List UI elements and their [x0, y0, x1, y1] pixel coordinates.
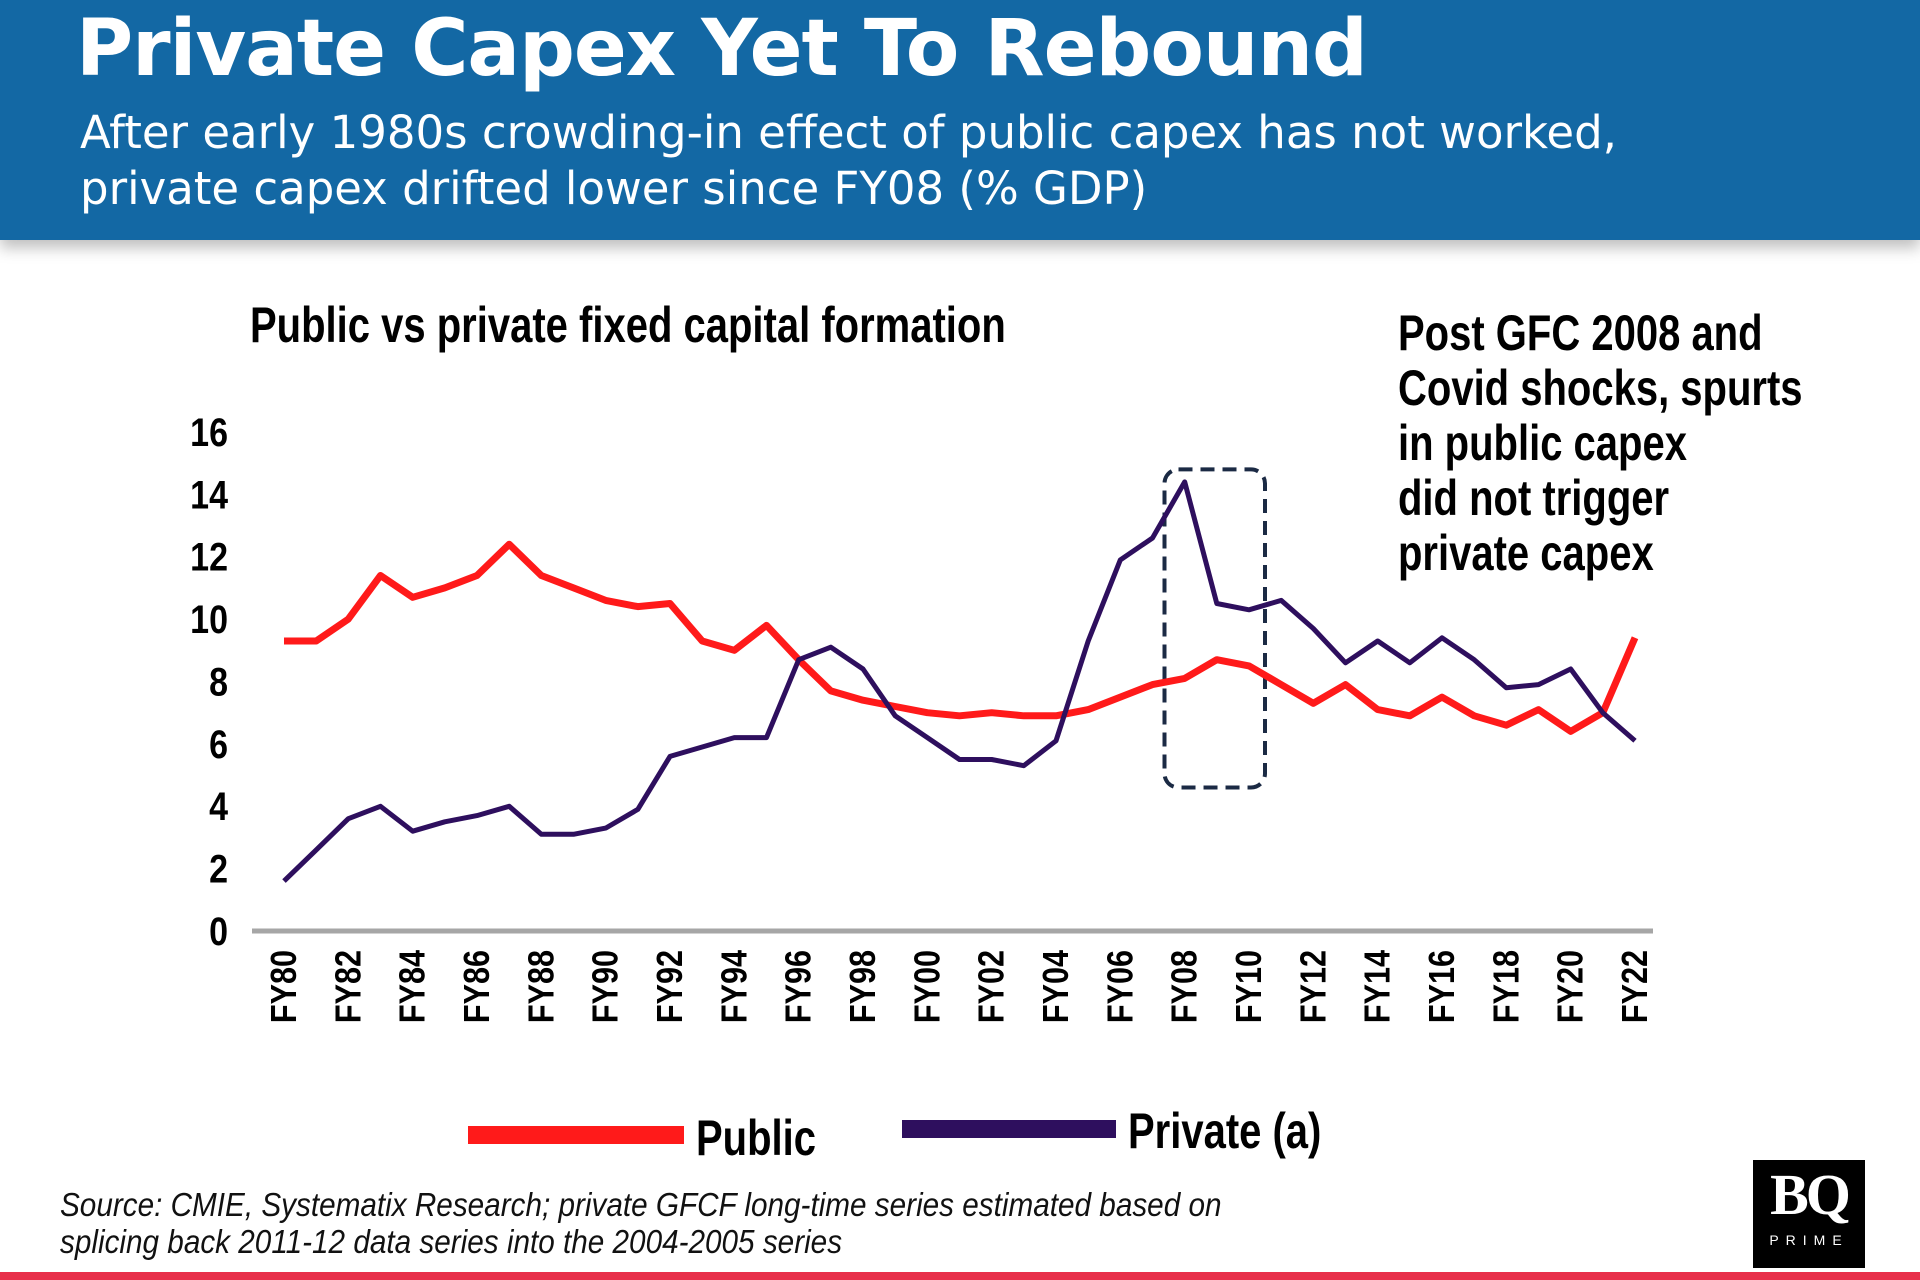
highlight-box	[1162, 467, 1267, 790]
y-tick-label: 12	[190, 534, 228, 579]
subtitle-line-1: After early 1980s crowding-in effect of …	[80, 106, 1617, 159]
subtitle-line-2: private capex drifted lower since FY08 (…	[80, 162, 1148, 215]
x-tick-label: FY86	[458, 950, 498, 1023]
x-tick-label: FY08	[1165, 950, 1205, 1023]
annotation-line: Post GFC 2008 and	[1398, 305, 1763, 361]
x-tick-label: FY16	[1423, 950, 1463, 1023]
bottom-accent-bar	[0, 1272, 1920, 1280]
x-tick-label: FY00	[908, 950, 948, 1023]
y-tick-label: 6	[209, 721, 228, 766]
annotation-line: Covid shocks, spurts	[1398, 360, 1803, 416]
x-tick-label: FY96	[779, 950, 819, 1023]
x-tick-label: FY14	[1358, 950, 1398, 1023]
source-line-1: Source: CMIE, Systematix Research; priva…	[60, 1186, 1222, 1223]
x-tick-label: FY84	[393, 950, 433, 1023]
bq-prime-logo: BQ PRIME	[1753, 1160, 1865, 1268]
legend-label-private: Private (a)	[1128, 1103, 1321, 1159]
x-tick-label: FY12	[1294, 950, 1334, 1023]
x-tick-label: FY80	[265, 950, 305, 1023]
legend-swatch-private	[902, 1120, 1116, 1138]
x-tick-label: FY90	[586, 950, 626, 1023]
x-tick-label: FY92	[651, 950, 691, 1023]
x-tick-label: FY04	[1037, 950, 1077, 1023]
x-tick-label: FY82	[329, 950, 369, 1023]
x-tick-label: FY20	[1551, 950, 1591, 1023]
x-tick-label: FY88	[522, 950, 562, 1023]
y-tick-label: 2	[209, 846, 228, 891]
page-title: Private Capex Yet To Rebound	[76, 4, 1368, 94]
annotation: Post GFC 2008 and Covid shocks, spurts i…	[1398, 306, 1803, 581]
y-tick-label: 14	[190, 472, 228, 517]
annotation-line: did not trigger	[1398, 470, 1670, 526]
x-tick-label: FY98	[844, 950, 884, 1023]
x-tick-label: FY22	[1616, 950, 1656, 1023]
x-tick-label: FY10	[1230, 950, 1270, 1023]
y-tick-label: 10	[190, 596, 228, 641]
series-line-private	[282, 479, 1637, 883]
x-tick-label: FY02	[972, 950, 1012, 1023]
annotation-line: private capex	[1398, 525, 1654, 581]
annotation-line: in public capex	[1398, 415, 1687, 471]
y-tick-label: 4	[209, 784, 228, 829]
x-tick-label: FY94	[715, 950, 755, 1023]
x-tick-label: FY18	[1487, 950, 1527, 1023]
y-tick-label: 8	[209, 659, 228, 704]
y-tick-label: 0	[209, 908, 228, 953]
series-line-public	[284, 540, 1639, 735]
logo-subtext: PRIME	[1769, 1232, 1849, 1248]
legend-swatch-public	[468, 1126, 684, 1144]
chart-title: Public vs private fixed capital formatio…	[250, 297, 1006, 353]
header-banner: Private Capex Yet To Rebound After early…	[0, 0, 1920, 240]
legend-label-public: Public	[696, 1110, 816, 1166]
logo-text: BQ	[1770, 1162, 1851, 1227]
source-line-2: splicing back 2011-12 data series into t…	[60, 1223, 843, 1260]
y-tick-label: 16	[190, 409, 228, 454]
x-tick-label: FY06	[1101, 950, 1141, 1023]
